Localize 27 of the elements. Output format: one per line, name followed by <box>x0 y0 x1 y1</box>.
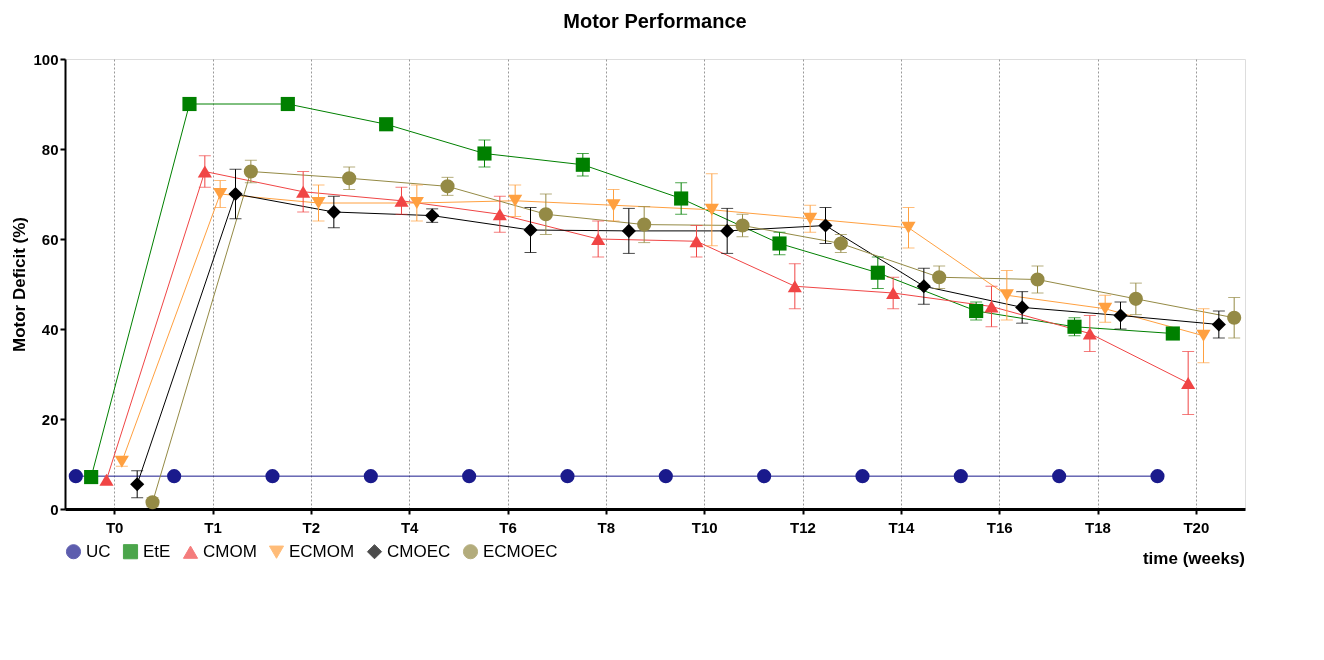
y-tick-label: 60 <box>41 230 59 248</box>
x-tick-label: T6 <box>499 518 517 536</box>
x-tick-label: T10 <box>691 518 718 536</box>
legend-label: EtE <box>143 541 171 561</box>
legend-label: CMOM <box>203 542 257 562</box>
legend-label: ECMOEC <box>483 541 558 561</box>
x-tick-label: T14 <box>888 518 915 536</box>
x-tick-label: T20 <box>1183 518 1210 536</box>
x-tick-label: T12 <box>790 518 816 536</box>
legend-label: UC <box>86 541 111 561</box>
y-tick-label: 20 <box>41 410 59 428</box>
y-tick-label: 40 <box>41 320 59 338</box>
y-tick-label: 100 <box>33 50 59 68</box>
x-tick-label: T18 <box>1085 518 1111 536</box>
y-tick-label: 0 <box>50 500 59 518</box>
legend-label: CMOEC <box>387 541 451 561</box>
y-axis-title: Motor Deficit (%) <box>10 216 30 353</box>
chart-title: Motor Performance <box>563 10 747 32</box>
x-tick-label: T16 <box>986 518 1013 536</box>
y-tick-label: 80 <box>41 140 59 158</box>
legend-label: ECMOM <box>289 542 355 562</box>
x-tick-label: T1 <box>204 518 222 536</box>
x-tick-label: T4 <box>400 518 420 536</box>
x-axis-title: time (weeks) <box>1142 549 1245 568</box>
x-tick-label: T2 <box>302 518 321 536</box>
x-tick-label: T8 <box>597 518 616 536</box>
x-tick-label: T0 <box>105 518 124 536</box>
